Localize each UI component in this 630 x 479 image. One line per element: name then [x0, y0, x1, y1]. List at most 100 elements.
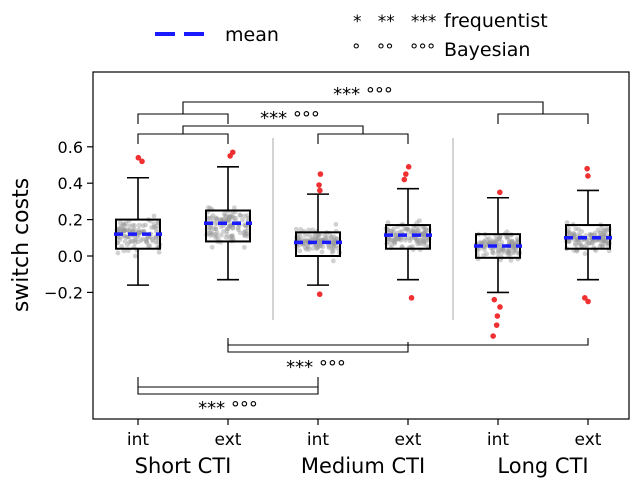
data-point [130, 222, 135, 228]
data-point [392, 239, 398, 245]
outlier-point [490, 333, 496, 339]
data-point [145, 234, 151, 240]
box-iqr [385, 224, 431, 250]
x-tick-label: ext [215, 430, 242, 450]
box-medium-cti-ext [384, 187, 432, 281]
data-point [421, 225, 426, 231]
data-point [153, 226, 159, 232]
data-point [415, 227, 421, 233]
data-point [330, 241, 336, 247]
data-point [592, 230, 598, 236]
data-point [584, 242, 589, 247]
data-point [506, 248, 512, 254]
data-point [423, 239, 428, 245]
data-point [511, 243, 517, 249]
data-point [126, 227, 132, 233]
data-point [421, 235, 427, 241]
data-point [496, 247, 501, 253]
data-point [209, 244, 215, 250]
data-point [213, 226, 219, 232]
data-point [117, 237, 123, 242]
data-point [210, 232, 215, 237]
data-point [332, 238, 338, 243]
data-point [506, 239, 512, 245]
legend-bayesian-label: Bayesian [444, 39, 530, 61]
data-point [402, 226, 408, 231]
data-point [567, 230, 573, 236]
data-point [498, 234, 503, 240]
data-point [510, 244, 516, 250]
data-point [566, 239, 572, 244]
outlier-point [317, 187, 323, 194]
data-point [117, 225, 123, 231]
data-point [241, 244, 247, 250]
data-point [422, 227, 428, 233]
data-point [398, 235, 404, 241]
data-point [144, 234, 150, 240]
data-point [227, 213, 233, 219]
box-medium-cti-int [294, 193, 342, 286]
data-point [414, 220, 420, 226]
data-point [223, 235, 229, 240]
data-point [571, 231, 577, 236]
data-point [413, 236, 419, 242]
data-point [506, 250, 512, 256]
data-point [221, 228, 226, 234]
data-point [120, 222, 126, 227]
data-point [218, 232, 224, 238]
data-point [214, 216, 220, 222]
data-point [418, 237, 424, 243]
data-point [600, 238, 606, 243]
outlier-point [316, 182, 322, 188]
data-point [132, 253, 138, 259]
data-point [121, 228, 127, 234]
data-point [512, 242, 518, 248]
outlier-point [585, 173, 591, 179]
data-point [322, 232, 328, 238]
data-point [144, 240, 150, 245]
data-point [423, 225, 428, 231]
data-point [225, 226, 231, 232]
data-point [392, 241, 398, 246]
data-point [482, 243, 487, 249]
data-point [229, 233, 235, 238]
data-point [296, 236, 302, 242]
data-point [421, 233, 427, 239]
data-point [297, 248, 303, 254]
data-point [417, 218, 422, 223]
significance-label: *** °°° [333, 84, 393, 105]
data-point [154, 223, 160, 229]
data-point [153, 240, 159, 245]
legend-bayesian-symbols: ° °° °°° [352, 41, 435, 61]
data-point [136, 230, 142, 236]
data-point [416, 228, 421, 234]
data-point [238, 213, 244, 219]
data-point [421, 238, 427, 243]
data-point [130, 238, 136, 244]
data-point [573, 242, 578, 248]
data-point [507, 238, 513, 244]
bracket-medium-inner-low [227, 342, 409, 353]
data-point [214, 216, 219, 222]
data-point [227, 217, 233, 223]
data-point [118, 224, 124, 230]
boxes [114, 166, 612, 294]
data-point [208, 225, 214, 231]
data-point [152, 224, 158, 229]
data-point [230, 235, 236, 241]
data-point [242, 213, 248, 219]
data-point [597, 230, 603, 235]
data-point [212, 235, 218, 240]
data-point [510, 245, 516, 250]
box-iqr [205, 209, 251, 243]
legend-frequentist-symbols: * ** *** [353, 12, 436, 32]
data-point [421, 239, 427, 244]
data-point [489, 249, 495, 255]
data-point [331, 234, 337, 240]
data-point [324, 235, 330, 240]
data-point [513, 246, 519, 252]
data-point [402, 237, 408, 243]
data-point [566, 239, 572, 244]
data-point [330, 258, 336, 264]
data-point [120, 228, 126, 233]
